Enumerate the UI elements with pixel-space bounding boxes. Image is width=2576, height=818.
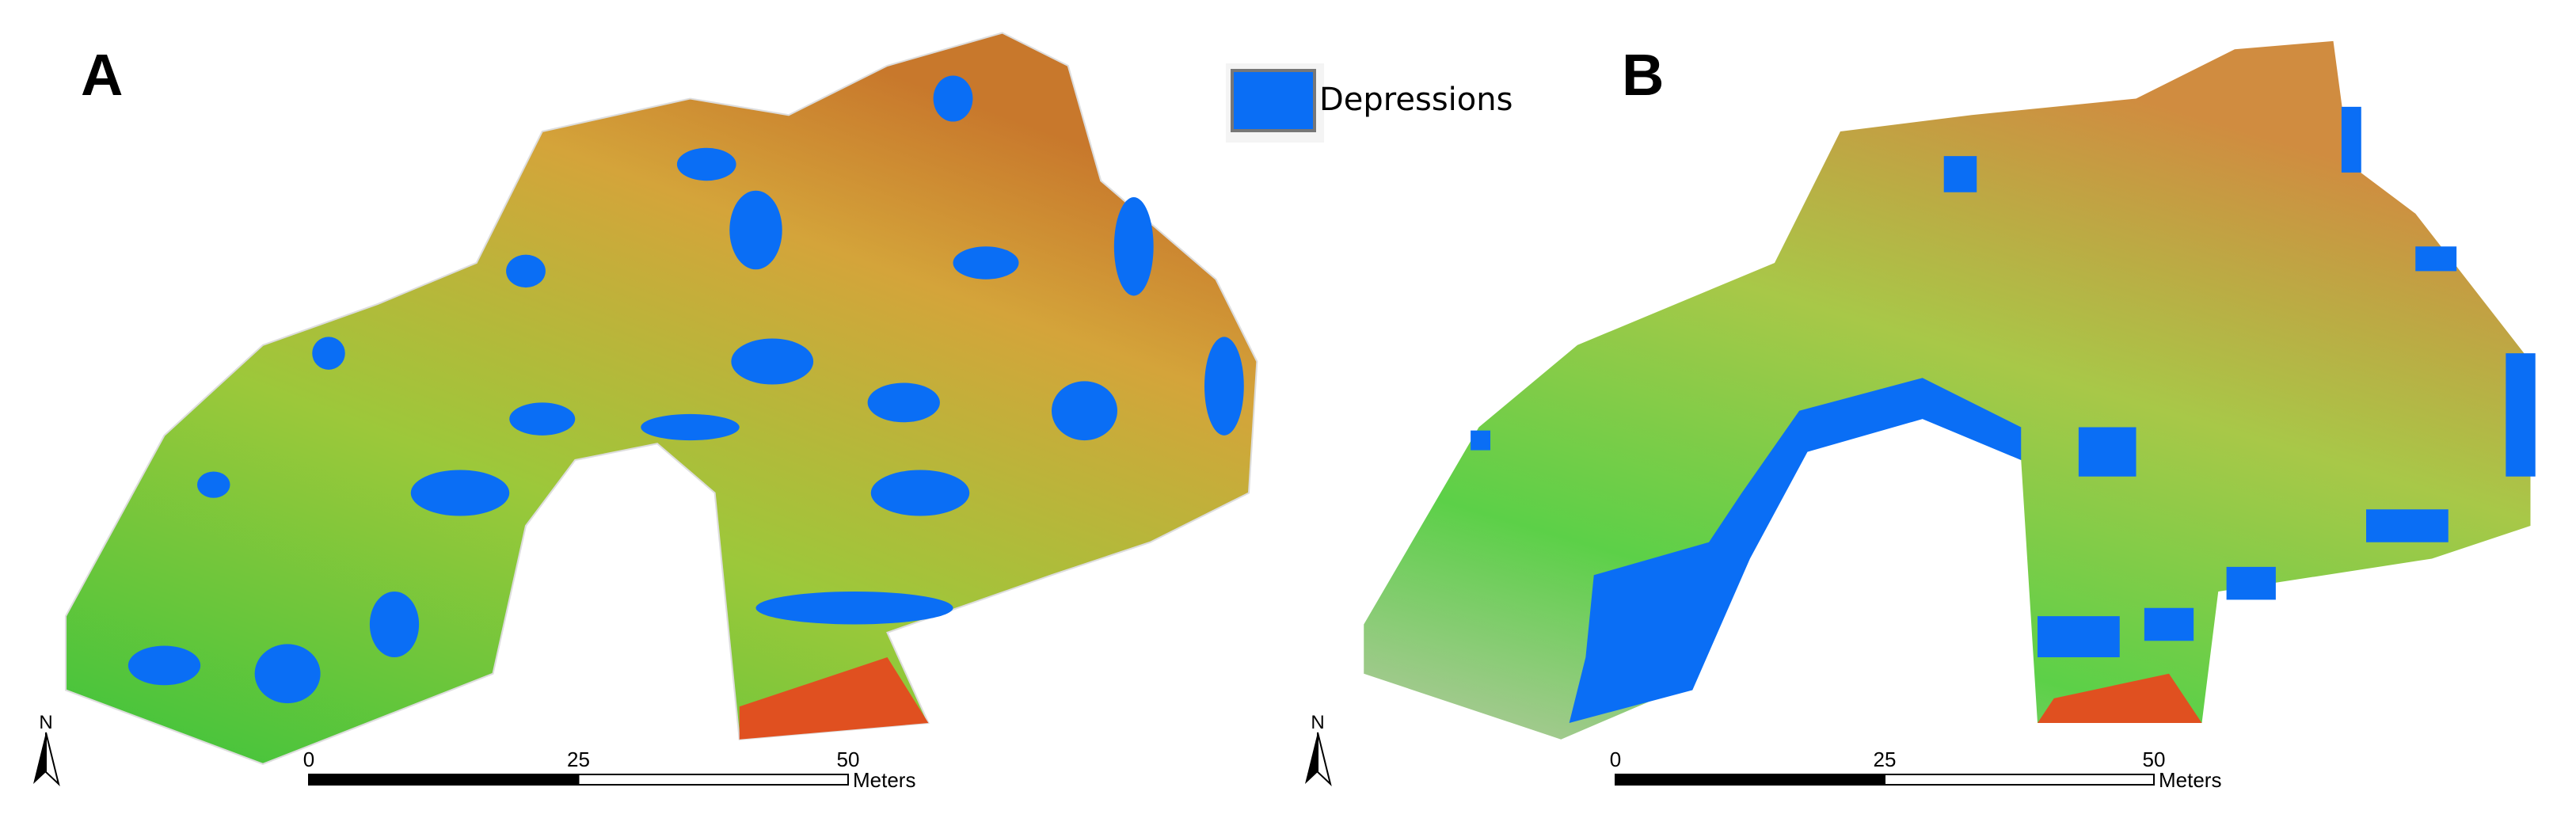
map-a [64,32,1258,765]
map-b [1364,40,2536,740]
legend-label: Depressions [1319,82,1512,118]
scale-tick-label: 0 [303,748,314,771]
scale-tick-label: 50 [837,748,860,771]
scale-segment [1615,774,1885,786]
north-arrow [45,732,60,787]
scale-tick-label: 50 [2143,748,2166,771]
scale-tick-label: 25 [567,748,590,771]
scale-segment [577,774,849,786]
north-label: N [39,712,52,733]
north-label: N [1311,712,1324,733]
scale-tick-label: 0 [1610,748,1621,771]
north-arrow [33,732,46,784]
scale-segment [1884,774,2155,786]
north-arrow [1305,732,1318,784]
scale-segment [308,774,580,786]
scale-unit: Meters [2159,768,2221,792]
scale-tick-label: 25 [1874,748,1897,771]
panel-label: B [1622,42,1664,108]
north-arrow [1317,732,1332,787]
scale-unit: Meters [853,768,915,792]
panel-label: A [81,42,123,108]
legend-swatch [1231,69,1316,132]
